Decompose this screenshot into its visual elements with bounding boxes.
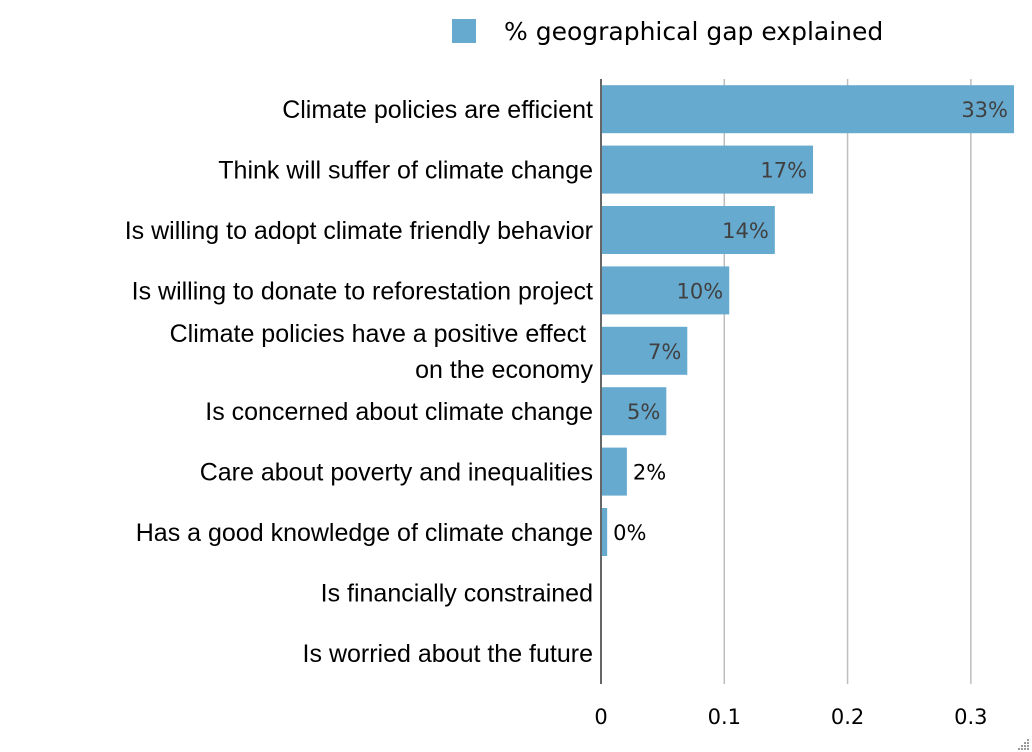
x-tick-label: 0.2 <box>831 705 864 729</box>
bar-data-label: 33% <box>961 98 1008 122</box>
legend-swatch <box>452 19 476 43</box>
category-label: Is financially constrained <box>321 579 593 607</box>
bar <box>602 447 627 496</box>
category-label: Is willing to donate to reforestation pr… <box>132 277 593 305</box>
bar-data-label: 17% <box>760 159 807 183</box>
bar <box>602 266 730 315</box>
category-label: Is worried about the future <box>303 640 593 668</box>
x-tick-label: 0.1 <box>708 705 741 729</box>
bar <box>602 85 1014 134</box>
x-tick-label: 0 <box>594 705 607 729</box>
bar-data-label: 7% <box>648 340 681 364</box>
bar <box>602 206 775 254</box>
bar-data-label: 5% <box>627 400 660 424</box>
category-label: Is willing to adopt climate friendly beh… <box>125 217 593 245</box>
x-tick-labels: 0 0.1 0.2 0.3 <box>594 705 987 729</box>
bar <box>602 387 667 436</box>
category-label: Think will suffer of climate change <box>218 157 593 185</box>
legend-label: % geographical gap explained <box>504 17 883 46</box>
category-label: Climate policies have a positive effect … <box>170 320 594 384</box>
bar-data-label: 2% <box>633 461 666 485</box>
x-tick-label: 0.3 <box>954 705 987 729</box>
category-labels: Climate policies are efficient Think will… <box>125 96 594 668</box>
legend: % geographical gap explained <box>452 17 883 46</box>
category-label: Is concerned about climate change <box>205 398 593 426</box>
bar <box>602 145 814 194</box>
bars <box>602 85 1014 556</box>
bar-data-label: 10% <box>677 279 724 303</box>
category-label: Climate policies are efficient <box>282 96 593 124</box>
resize-grip-icon[interactable] <box>1018 738 1030 750</box>
category-label: Care about poverty and inequalities <box>200 459 593 487</box>
bar <box>602 326 688 375</box>
bar-data-label: 14% <box>722 219 769 243</box>
category-label: Has a good knowledge of climate change <box>136 519 593 547</box>
bar <box>602 508 608 556</box>
data-labels: 33% 17% 14% 10% 7% 5% 2% 0% <box>613 98 1008 545</box>
bar-data-label: 0% <box>613 521 646 545</box>
